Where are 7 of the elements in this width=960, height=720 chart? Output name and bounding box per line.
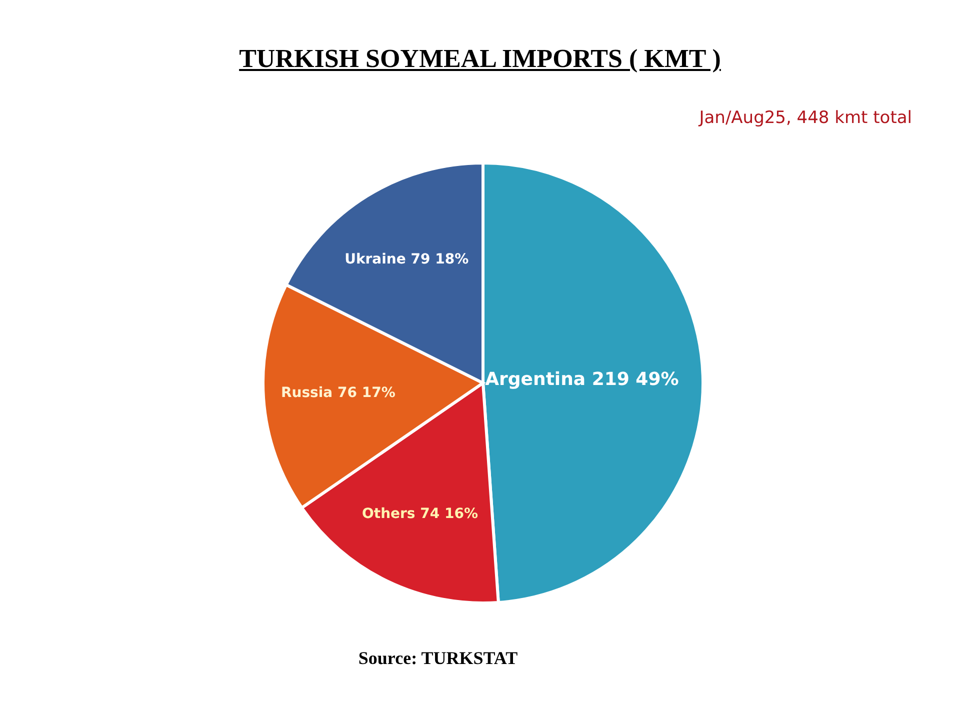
slice-label: Ukraine 79 18% [344,252,469,268]
chart-title: TURKISH SOYMEAL IMPORTS ( KMT ) [238,43,722,74]
slice-label: Others 74 16% [362,506,478,522]
source-note: Source: TURKSTAT [357,648,519,669]
text: Jan/Aug25, 448 kmt total [699,108,912,128]
slice-label: Argentina 219 49% [485,369,679,390]
slice-label: Russia 76 17% [280,385,396,402]
